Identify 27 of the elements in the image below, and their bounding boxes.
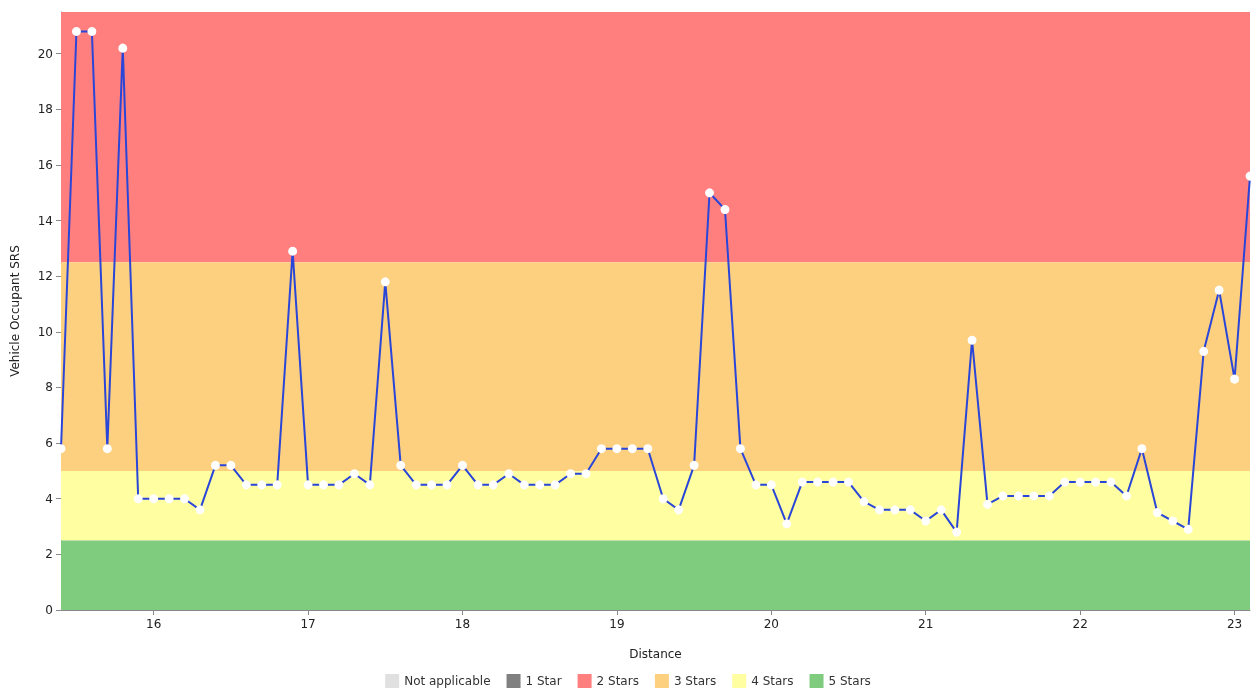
x-tick-label: 17 [300, 617, 316, 631]
x-tick-label: 19 [609, 617, 625, 631]
legend-label: 5 Stars [828, 674, 871, 688]
y-tick-label: 14 [37, 213, 53, 228]
legend-label: Not applicable [404, 674, 491, 688]
legend-label: 2 Stars [596, 674, 639, 688]
x-tick-label: 18 [454, 617, 471, 631]
x-tick-label: 22 [1072, 617, 1088, 631]
y-tick-label: 6 [45, 436, 53, 451]
y-tick-label: 8 [45, 380, 53, 395]
x-tick-label: 16 [146, 617, 162, 631]
y-tick-label: 4 [45, 491, 53, 506]
y-tick-label: 0 [45, 603, 53, 617]
x-axis-title: Distance [629, 647, 682, 661]
legend-label: 4 Stars [751, 674, 794, 688]
y-tick-label: 10 [37, 324, 53, 339]
x-tick-label: 23 [1226, 617, 1243, 631]
y-tick-label: 18 [37, 102, 53, 117]
y-tick-label: 12 [37, 269, 53, 284]
legend-label: 3 Stars [673, 674, 717, 688]
y-tick-label: 16 [37, 157, 53, 172]
legend-label: 1 Star [525, 674, 562, 688]
y-axis-title: Vehicle Occupant SRS [8, 245, 22, 377]
x-tick-label: 20 [763, 617, 779, 631]
x-tick-label: 21 [918, 617, 934, 631]
y-tick-label: 2 [45, 547, 53, 562]
y-tick-label: 20 [37, 46, 53, 61]
